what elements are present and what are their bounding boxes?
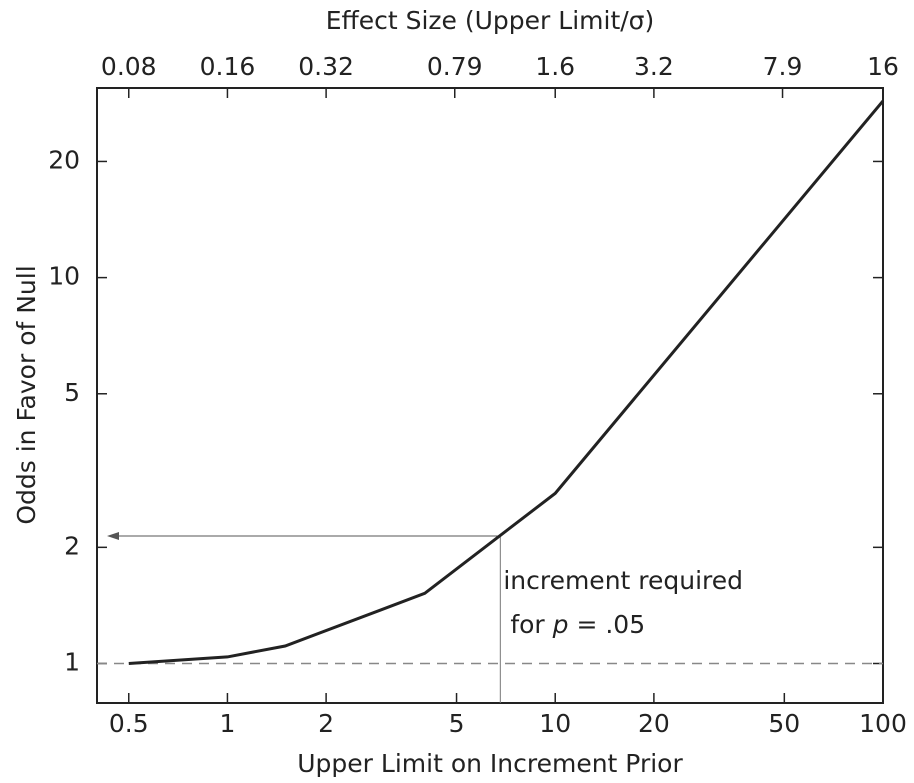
- x-tick-label: 2: [318, 709, 334, 738]
- x-tick-label: 10: [539, 709, 571, 738]
- annotation-part: = .05: [569, 610, 646, 639]
- x-tick-label: 100: [859, 709, 907, 738]
- annotation-part: for: [510, 610, 552, 639]
- plot-frame: [96, 87, 884, 704]
- y-tick-label: 10: [48, 262, 80, 291]
- arrow-head: [107, 531, 119, 540]
- x2-tick-label: 0.16: [200, 52, 256, 81]
- top-axis-title: Effect Size (Upper Limit/σ): [326, 6, 655, 35]
- x2-tick-label: 7.9: [763, 52, 803, 81]
- x-axis-label: Upper Limit on Increment Prior: [297, 749, 683, 778]
- x2-tick-label: 0.79: [427, 52, 483, 81]
- x2-tick-label: 1.6: [535, 52, 575, 81]
- y-tick-label: 1: [64, 647, 80, 676]
- y-tick-label: 5: [64, 378, 80, 407]
- x-tick-label: 5: [449, 709, 465, 738]
- annotation: for p = .05: [510, 610, 645, 639]
- x2-tick-label: 0.08: [101, 52, 157, 81]
- annotation-part: p: [552, 610, 569, 639]
- x-tick-label: 50: [768, 709, 800, 738]
- y-axis-label: Odds in Favor of Null: [12, 265, 41, 524]
- x2-tick-label: 0.32: [298, 52, 354, 81]
- y-tick-label: 20: [48, 145, 80, 174]
- x2-tick-label: 16: [867, 52, 899, 81]
- annotation: increment required: [503, 566, 743, 595]
- x-tick-label: 20: [638, 709, 670, 738]
- x2-tick-label: 3.2: [634, 52, 674, 81]
- x-tick-label: 1: [219, 709, 235, 738]
- y-tick-label: 2: [64, 531, 80, 560]
- x-tick-label: 0.5: [109, 709, 149, 738]
- data-line: [128, 99, 885, 665]
